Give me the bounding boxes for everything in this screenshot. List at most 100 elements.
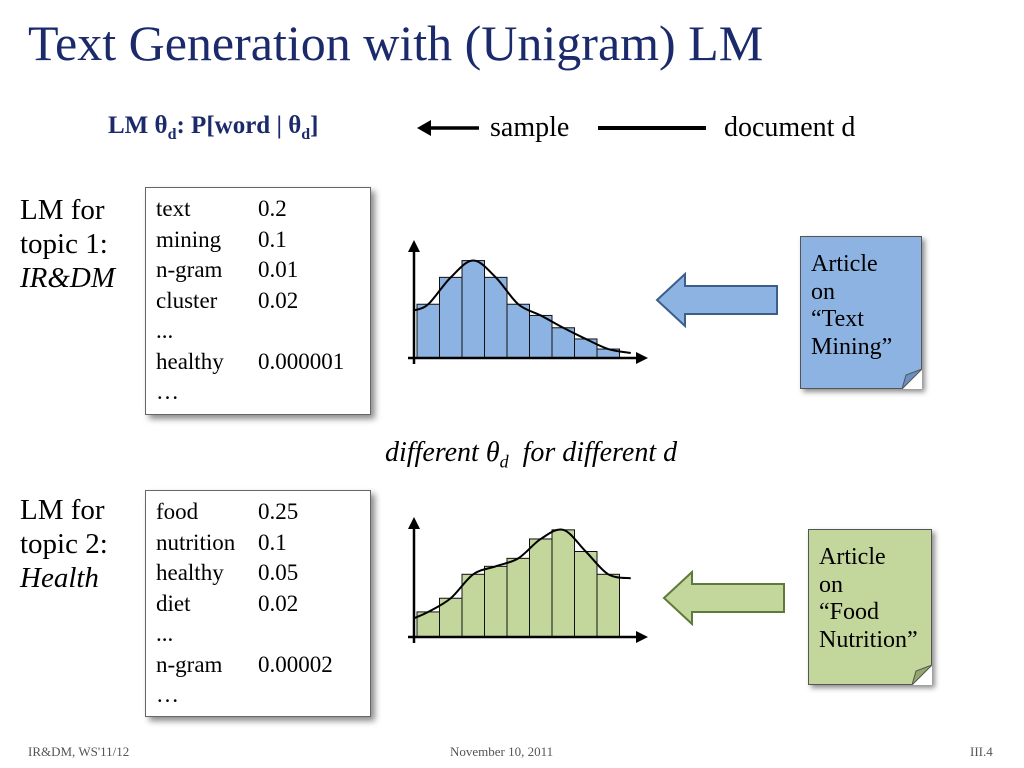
connector-line bbox=[598, 126, 706, 130]
topic1-label-line3: IR&DM bbox=[20, 261, 116, 294]
lm-formula-prefix: LM θ bbox=[108, 112, 168, 139]
topic2-label-line2: topic 2: bbox=[20, 527, 108, 560]
lm-formula-mid: : P[word | θ bbox=[176, 112, 302, 139]
prob-cell: 0.000001 bbox=[258, 348, 345, 374]
topic2-word-table: food 0.25 nutrition 0.1 healthy 0.05 diet 0.… bbox=[145, 490, 371, 717]
caption: different θd for different d bbox=[385, 437, 677, 473]
table-row: n-gram 0.00002 bbox=[156, 650, 362, 681]
word-cell: healthy bbox=[156, 560, 224, 585]
distribution-curve bbox=[414, 528, 631, 619]
page-fold-icon bbox=[912, 665, 932, 685]
word-cell: … bbox=[156, 379, 179, 404]
prob-cell: 0.05 bbox=[258, 560, 299, 585]
article-line: Mining” bbox=[811, 333, 893, 360]
table-row: n-gram 0.01 bbox=[156, 255, 362, 286]
topic1-label-line2: topic 1: bbox=[20, 227, 108, 260]
prob-cell: 0.02 bbox=[258, 590, 299, 616]
topic1-word-table: text 0.2 mining 0.1 n-gram 0.01 cluster 0.02… bbox=[145, 187, 371, 415]
word-cell: … bbox=[156, 682, 179, 707]
table-row: healthy 0.000001 bbox=[156, 347, 362, 378]
footer-page-number: III.4 bbox=[970, 744, 993, 759]
histogram-bar bbox=[461, 260, 485, 359]
sample-label: sample bbox=[490, 112, 570, 143]
table-row: mining 0.1 bbox=[156, 225, 362, 256]
footer-course: IR&DM, WS'11/12 bbox=[28, 744, 130, 759]
histogram-bar bbox=[484, 565, 508, 638]
article-line: on bbox=[819, 571, 843, 598]
topic1-article-note: Article on “Text Mining” bbox=[800, 236, 922, 389]
table-row: text 0.2 bbox=[156, 194, 362, 225]
table-row: diet 0.02 bbox=[156, 589, 362, 620]
prob-cell: 0.02 bbox=[258, 287, 299, 313]
article-line: Article bbox=[811, 251, 878, 277]
distribution-curve bbox=[414, 259, 631, 355]
page-fold-icon bbox=[902, 369, 922, 389]
prob-cell: 0.1 bbox=[258, 529, 287, 555]
histogram-bar bbox=[506, 557, 530, 638]
histogram-bar bbox=[574, 551, 598, 638]
x-axis-arrow-icon bbox=[636, 631, 648, 643]
table-row: healthy 0.05 bbox=[156, 558, 362, 589]
histogram-bar bbox=[529, 538, 553, 638]
article-line: Nutrition” bbox=[819, 626, 918, 653]
lm-formula: LM θd: P[word | θd] bbox=[108, 112, 319, 144]
topic1-label: LM for topic 1: IR&DM bbox=[20, 194, 115, 296]
word-cell: n-gram bbox=[156, 651, 223, 677]
word-cell: mining bbox=[156, 226, 222, 252]
table-row: … bbox=[156, 377, 362, 408]
histogram-bar bbox=[439, 276, 463, 359]
slide-title: Text Generation with (Unigram) LM bbox=[28, 15, 764, 71]
topic1-arrow-icon bbox=[655, 272, 778, 328]
histogram-bar bbox=[551, 529, 575, 638]
table-row: cluster 0.02 bbox=[156, 286, 362, 317]
word-cell: diet bbox=[156, 590, 191, 616]
table-row: ... bbox=[156, 316, 362, 347]
lm-formula-suffix: ] bbox=[310, 112, 319, 139]
word-cell: food bbox=[156, 499, 199, 524]
word-cell: healthy bbox=[156, 348, 224, 374]
prob-cell: 0.00002 bbox=[258, 651, 333, 677]
histogram-bar bbox=[416, 303, 440, 359]
word-cell: nutrition bbox=[156, 529, 236, 555]
article-line: “Food bbox=[819, 599, 879, 625]
topic2-label-line1: LM for bbox=[20, 494, 105, 526]
prob-cell: 0.25 bbox=[258, 499, 299, 524]
prob-cell: 0.01 bbox=[258, 257, 299, 282]
lm-formula-sub2: d bbox=[301, 126, 311, 143]
caption-sub: d bbox=[499, 451, 509, 472]
article-line: on bbox=[811, 278, 835, 305]
table-row: … bbox=[156, 680, 362, 711]
y-axis-arrow-icon bbox=[408, 240, 420, 252]
prob-cell: 0.2 bbox=[258, 196, 287, 221]
word-cell: n-gram bbox=[156, 257, 223, 282]
table-row: ... bbox=[156, 619, 362, 650]
y-axis-arrow-icon bbox=[408, 517, 420, 529]
prob-cell: 0.1 bbox=[258, 226, 287, 252]
histogram-bar bbox=[461, 573, 485, 638]
topic2-article-note: Article on “Food Nutrition” bbox=[808, 529, 932, 685]
histogram-bar bbox=[596, 573, 620, 638]
topic2-label-line3: Health bbox=[20, 561, 99, 594]
document-label: document d bbox=[724, 112, 856, 143]
histogram-bar bbox=[529, 314, 553, 359]
topic2-label: LM for topic 2: Health bbox=[20, 494, 108, 596]
table-row: food 0.25 bbox=[156, 497, 362, 528]
caption-post: for different d bbox=[508, 437, 678, 468]
histogram-bar bbox=[484, 276, 508, 359]
article-line: Article bbox=[819, 544, 886, 570]
word-cell: text bbox=[156, 196, 191, 221]
topic2-arrow-icon bbox=[662, 570, 785, 626]
caption-pre: different θ bbox=[385, 437, 500, 468]
word-cell: ... bbox=[156, 621, 174, 646]
topic1-label-line1: LM for bbox=[20, 194, 105, 226]
word-cell: cluster bbox=[156, 287, 218, 313]
table-row: nutrition 0.1 bbox=[156, 528, 362, 559]
topic1-histogram bbox=[408, 240, 648, 364]
word-cell: ... bbox=[156, 318, 174, 343]
histogram-bar bbox=[506, 303, 530, 359]
footer-date: November 10, 2011 bbox=[450, 744, 554, 759]
topic2-histogram bbox=[408, 517, 648, 643]
lm-formula-sub: d bbox=[167, 126, 177, 143]
x-axis-arrow-icon bbox=[636, 352, 648, 364]
article-line: “Text bbox=[811, 306, 864, 332]
